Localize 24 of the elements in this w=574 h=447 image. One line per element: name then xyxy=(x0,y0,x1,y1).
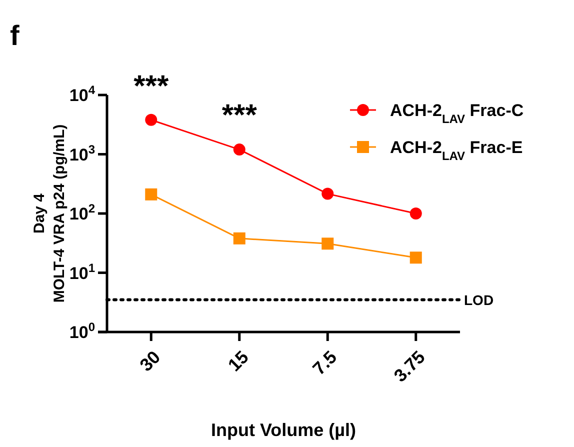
point xyxy=(410,252,422,264)
x-axis-title: Input Volume (µl) xyxy=(210,420,356,440)
y-tick-label: 10$^{2}$ xyxy=(69,202,96,224)
x-tick-label: 7.5 xyxy=(308,346,341,379)
point xyxy=(145,188,158,200)
y-tick-label: 10$^{3}$ xyxy=(69,142,96,164)
legend-label: ACH-2$_{LAV}$ Frac-C xyxy=(390,101,524,126)
point xyxy=(322,188,334,200)
annotation: *** xyxy=(134,70,169,103)
x-tick-label: 15 xyxy=(224,346,252,376)
y-tick-label: 10$^{4}$ xyxy=(69,83,96,105)
point xyxy=(233,144,246,156)
point xyxy=(145,114,158,126)
x-tick-label: 30 xyxy=(136,346,164,376)
ref-line-label: LOD xyxy=(464,292,494,308)
point xyxy=(322,238,334,250)
legend-label: ACH-2$_{LAV}$ Frac-E xyxy=(390,138,523,163)
y-axis-title: Day 4 MOLT-4 VRA p24 (pg/mL) xyxy=(31,124,68,303)
point xyxy=(233,232,246,244)
annotation: *** xyxy=(222,99,258,132)
point xyxy=(410,208,422,220)
y-tick-label: 10$^{0}$ xyxy=(69,320,96,342)
y-tick-label: 10$^{1}$ xyxy=(69,260,96,283)
chart-title: f xyxy=(10,20,20,51)
